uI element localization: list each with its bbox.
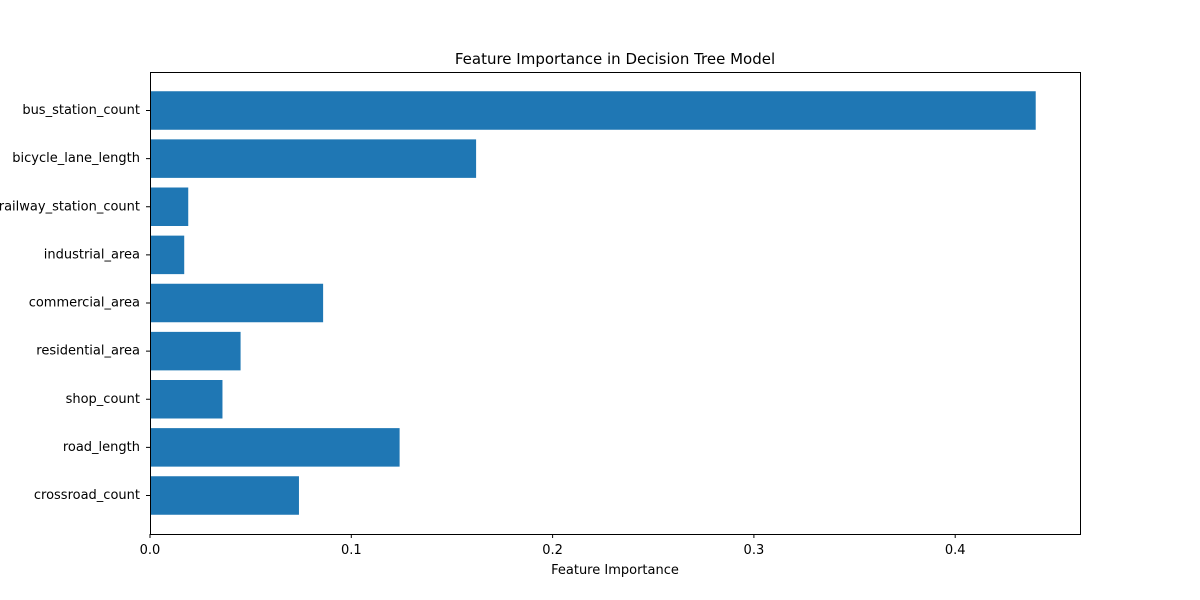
bar-crossroad-count <box>150 476 299 515</box>
y-tick-label: crossroad_count <box>34 488 140 503</box>
x-tick-label: 0.2 <box>542 543 563 558</box>
bar-residential-area <box>150 331 241 371</box>
y-tick-label: road_length <box>63 440 140 455</box>
bar-bus-station-count <box>150 91 1036 130</box>
y-tick-label: residential_area <box>36 344 140 359</box>
chart-title: Feature Importance in Decision Tree Mode… <box>455 50 775 68</box>
y-tick-label: commercial_area <box>29 296 140 311</box>
bar-railway-station-count <box>150 187 189 226</box>
y-axis: bus_station_count bicycle_lane_lengthrail… <box>0 103 150 503</box>
x-tick-label: 0.0 <box>140 543 161 558</box>
y-tick-label: bicycle_lane_length <box>12 151 140 166</box>
y-tick-label: bus_station_count <box>22 103 140 118</box>
y-tick-label: railway_station_count <box>0 199 140 214</box>
bar-bicycle-lane-length <box>150 139 477 178</box>
y-tick-label: shop_count <box>66 392 140 407</box>
bar-industrial-area <box>150 235 185 275</box>
x-axis-label: Feature Importance <box>551 563 679 578</box>
bar-road-length <box>150 428 400 467</box>
x-tick-label: 0.3 <box>744 543 765 558</box>
x-tick-label: 0.1 <box>341 543 362 558</box>
bar-shop-count <box>150 380 223 419</box>
y-tick-label: industrial_area <box>44 247 140 262</box>
x-axis: 0.0 0.1 0.2 0.3 0.4 <box>140 534 966 558</box>
bars-layer <box>150 91 1036 515</box>
bar-commercial-area <box>150 283 324 323</box>
plot-frame <box>150 72 1081 535</box>
x-tick-label: 0.4 <box>945 543 966 558</box>
